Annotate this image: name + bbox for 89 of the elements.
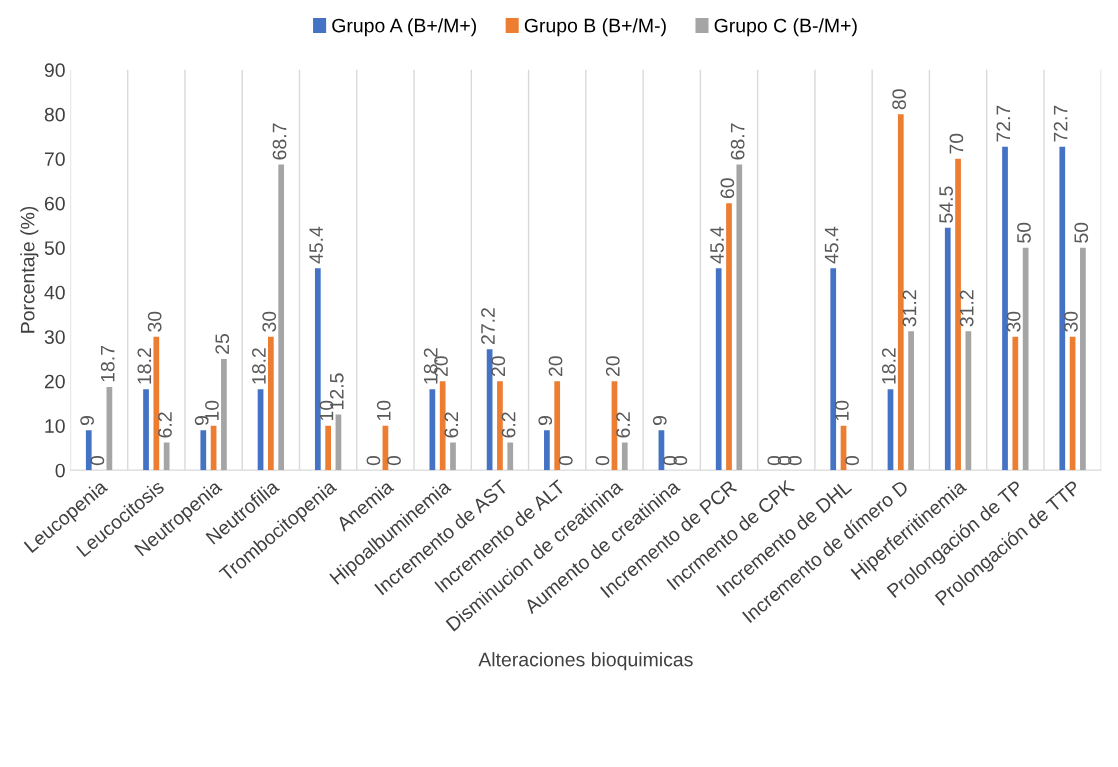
bar — [200, 430, 207, 471]
legend-label: Grupo C (B-/M+) — [714, 18, 857, 37]
bar — [1012, 336, 1019, 471]
bar — [1002, 146, 1008, 471]
data-label: 45.4 — [710, 226, 724, 264]
legend-label: Grupo A (B+/M+) — [332, 18, 476, 37]
data-label: 20 — [605, 356, 620, 377]
bar — [143, 389, 149, 471]
y-tick-label: 80 — [44, 107, 65, 122]
bar — [153, 336, 160, 471]
bar — [497, 381, 503, 471]
data-label: 9 — [80, 416, 94, 426]
bar — [268, 336, 274, 471]
data-label: 10 — [376, 400, 391, 421]
y-tick-label: 90 — [44, 63, 65, 78]
bar — [944, 227, 951, 471]
bar — [314, 268, 321, 471]
bar — [278, 164, 285, 471]
bar — [715, 268, 722, 471]
data-label: 31.2 — [959, 290, 974, 327]
data-label: 54.5 — [939, 186, 953, 223]
data-label: 80 — [892, 89, 907, 110]
data-label: 10 — [834, 400, 849, 421]
bar — [1080, 247, 1086, 471]
data-label: 68.7 — [730, 123, 745, 160]
data-label: 18.7 — [100, 345, 115, 382]
data-label: 30 — [1006, 311, 1021, 332]
y-tick-label: 70 — [44, 152, 65, 167]
bar — [726, 203, 732, 471]
data-label: 30 — [262, 311, 277, 332]
bar — [1059, 146, 1066, 471]
data-label: 6.2 — [501, 412, 516, 438]
data-label: 72.7 — [1053, 105, 1068, 142]
bar — [830, 268, 837, 471]
data-label: 31.2 — [902, 290, 917, 327]
bar — [897, 114, 904, 471]
y-tick-label: 40 — [44, 285, 65, 300]
data-label: 20 — [548, 356, 563, 377]
data-label: 25 — [215, 333, 230, 354]
data-label: 6.2 — [616, 412, 630, 438]
bar — [450, 442, 456, 471]
data-label: 6.2 — [158, 412, 172, 438]
bar — [429, 389, 436, 471]
data-label: 0 — [90, 455, 105, 466]
bar — [221, 358, 227, 471]
data-label: 0 — [595, 455, 610, 466]
y-tick-label: 30 — [44, 330, 65, 344]
bar — [621, 442, 628, 471]
bar — [908, 331, 914, 471]
data-label: 30 — [147, 311, 162, 332]
bar — [325, 425, 331, 471]
y-axis-title: Porcentaje (%) — [20, 206, 39, 333]
data-label: 18.2 — [881, 348, 896, 384]
y-tick-label: 10 — [45, 419, 65, 433]
data-label: 0 — [845, 455, 860, 466]
data-label: 18.2 — [137, 348, 152, 384]
data-label: 20 — [491, 356, 506, 377]
data-label: 45.4 — [309, 226, 324, 264]
data-label: 72.7 — [996, 105, 1011, 142]
data-label: 9 — [538, 416, 553, 426]
data-label: 30 — [1064, 311, 1078, 332]
bar — [554, 381, 561, 471]
data-label: 18.2 — [252, 348, 266, 384]
y-tick-label: 50 — [44, 241, 65, 255]
data-label: 45.4 — [824, 226, 839, 264]
data-label: 0 — [387, 455, 401, 466]
y-tick-label: 60 — [44, 196, 65, 211]
bar — [85, 430, 92, 471]
x-axis-title: Alteraciones bioquimicas — [478, 652, 693, 671]
data-label: 0 — [366, 455, 381, 466]
y-tick-label: 20 — [44, 374, 65, 389]
data-label: 9 — [652, 416, 667, 426]
data-label: 27.2 — [481, 308, 495, 345]
data-label: 60 — [720, 178, 735, 199]
bar — [955, 158, 961, 471]
legend-label: Grupo B (B+/M-) — [524, 18, 666, 37]
bar — [736, 164, 743, 471]
bar — [507, 442, 514, 471]
data-label: 50 — [1017, 222, 1031, 243]
bar — [544, 430, 550, 471]
data-label: 0 — [558, 455, 573, 466]
bar — [439, 381, 446, 471]
bar — [1022, 247, 1029, 471]
data-label: 68.7 — [272, 123, 287, 160]
data-label: 70 — [949, 133, 964, 154]
data-label: 6.2 — [444, 412, 459, 438]
y-tick-label: 0 — [55, 463, 65, 478]
data-label: 50 — [1074, 222, 1089, 243]
bar — [163, 442, 170, 471]
